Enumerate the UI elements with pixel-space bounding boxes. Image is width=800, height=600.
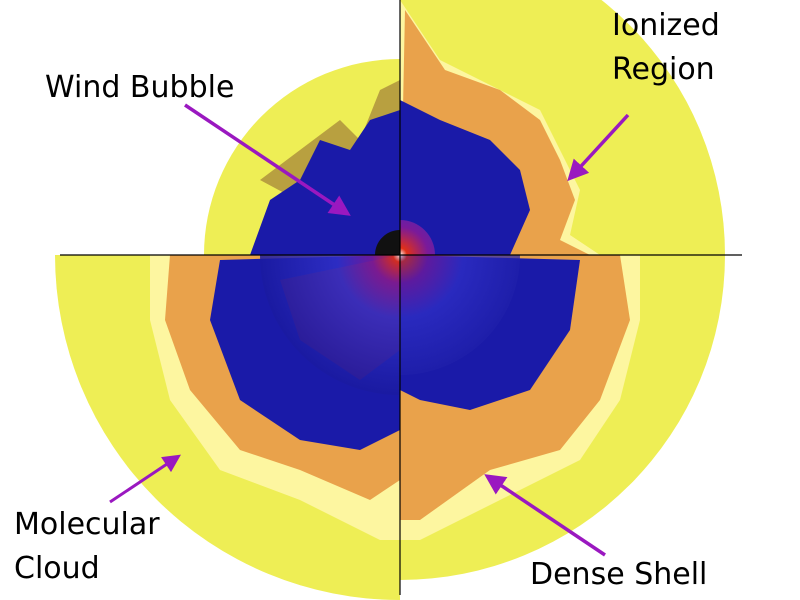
- ionized-region-arrow: [567, 113, 630, 182]
- molecular-cloud-arrow: [109, 454, 181, 504]
- dense-shell-label: Dense Shell: [530, 557, 708, 592]
- quadrant-top-right: [400, 0, 725, 255]
- wind-bubble-label: Wind Bubble: [45, 70, 235, 105]
- molecular-cloud-label-line2: Cloud: [14, 551, 100, 586]
- wind-bubble-arrow: [184, 103, 351, 216]
- quadrant-top-left: [204, 59, 400, 255]
- molecular-cloud-label-line1: Molecular: [14, 507, 160, 542]
- ionized-region-label-line2: Region: [612, 52, 715, 87]
- ionized-region-label-line1: Ionized: [612, 8, 720, 43]
- dense-shell-arrow: [484, 474, 606, 557]
